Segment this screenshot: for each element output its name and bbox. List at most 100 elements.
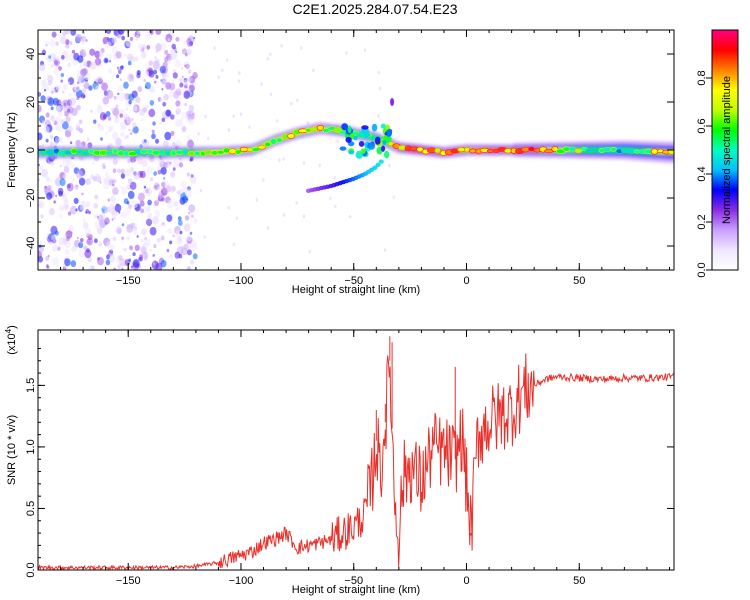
ridge-blob [667, 149, 674, 155]
noise-blob [154, 138, 160, 144]
noise-blob [282, 213, 286, 217]
noise-blob [55, 41, 59, 46]
noise-blob [104, 131, 108, 136]
noise-blob [142, 206, 149, 214]
noise-blob [161, 78, 167, 85]
noise-blob [148, 70, 155, 78]
noise-blob [154, 80, 157, 84]
noise-blob [56, 55, 61, 62]
noise-blob [69, 41, 73, 45]
noise-blob [111, 214, 115, 219]
snr-x-label: Height of straight line (km) [292, 584, 420, 596]
noise-blob [107, 126, 113, 133]
noise-blob [174, 59, 182, 68]
noise-blob [282, 157, 285, 161]
noise-blob [111, 218, 114, 221]
noise-blob [70, 205, 77, 215]
high-feature-blob [390, 98, 395, 106]
noise-blob [51, 31, 57, 38]
noise-blob [97, 76, 102, 83]
noise-blob [146, 166, 153, 175]
noise-blob [155, 30, 162, 35]
noise-blob [38, 92, 42, 97]
noise-blob [102, 96, 109, 105]
noise-blob [159, 223, 162, 227]
noise-blob [94, 57, 102, 66]
noise-blob [167, 199, 174, 209]
noise-blob [137, 86, 143, 93]
noise-blob [60, 79, 63, 83]
noise-blob [172, 234, 175, 238]
noise-blob [101, 81, 104, 85]
colorbar-tick-label: 0.2 [696, 214, 708, 229]
noise-blob [50, 106, 54, 111]
noise-blob [111, 46, 118, 54]
noise-blob [227, 205, 230, 210]
colorbar-gradient [711, 29, 739, 271]
noise-blob [112, 107, 120, 117]
noise-blob [100, 137, 103, 141]
noise-blob [329, 196, 332, 201]
noise-blob [65, 115, 71, 123]
noise-blob [190, 240, 197, 248]
ridge-blob [456, 146, 466, 153]
noise-blob [187, 110, 195, 120]
noise-blob [154, 56, 157, 59]
noise-blob [52, 257, 59, 266]
noise-blob [153, 199, 159, 207]
noise-blob [63, 106, 68, 113]
noise-blob [174, 251, 181, 259]
noise-blob [90, 61, 97, 70]
noise-blob [184, 215, 190, 221]
noise-blob [164, 131, 172, 141]
noise-blob [156, 237, 161, 243]
noise-blob [118, 255, 123, 261]
noise-blob [173, 201, 178, 207]
noise-blob [71, 164, 76, 170]
noise-blob [125, 206, 131, 214]
complex-blob [347, 125, 352, 134]
noise-blob [165, 109, 172, 117]
colorbar-tick-label: 0.0 [696, 262, 708, 277]
noise-blob [84, 249, 92, 259]
noise-blob [136, 174, 140, 179]
noise-blob [108, 254, 116, 263]
y-tick-label: −20 [25, 189, 37, 208]
noise-blob [143, 139, 147, 143]
noise-blob [165, 185, 172, 193]
noise-blob [121, 239, 124, 243]
noise-blob [179, 118, 183, 122]
noise-blob [145, 218, 153, 227]
noise-blob [116, 74, 120, 79]
noise-blob [55, 194, 58, 198]
noise-blob [39, 240, 43, 245]
x-tick-label: 0 [463, 275, 469, 287]
noise-blob [78, 242, 84, 249]
noise-blob [180, 245, 185, 252]
noise-blob [266, 226, 270, 230]
noise-blob [187, 211, 190, 215]
noise-blob [97, 214, 104, 223]
noise-blob [166, 248, 170, 253]
noise-blob [113, 267, 117, 270]
complex-blob [383, 134, 388, 142]
noise-blob [203, 235, 206, 239]
noise-blob [112, 168, 117, 174]
noise-blob [150, 177, 154, 182]
x-tick-label: −100 [229, 275, 254, 287]
ridge-core-cell [38, 149, 40, 155]
noise-blob [181, 48, 187, 55]
lower-branch-blob [375, 162, 381, 168]
figure-title: C2E1.2025.284.07.54.E23 [292, 1, 457, 17]
noise-blob [46, 87, 50, 92]
noise-blob [132, 258, 140, 268]
noise-blob [132, 252, 136, 257]
noise-blob [38, 200, 45, 209]
noise-blob [154, 184, 158, 190]
noise-blob [170, 171, 176, 178]
noise-blob [179, 77, 182, 82]
noise-blob [161, 117, 166, 123]
noise-blob [170, 130, 175, 136]
complex-blob [380, 123, 386, 129]
